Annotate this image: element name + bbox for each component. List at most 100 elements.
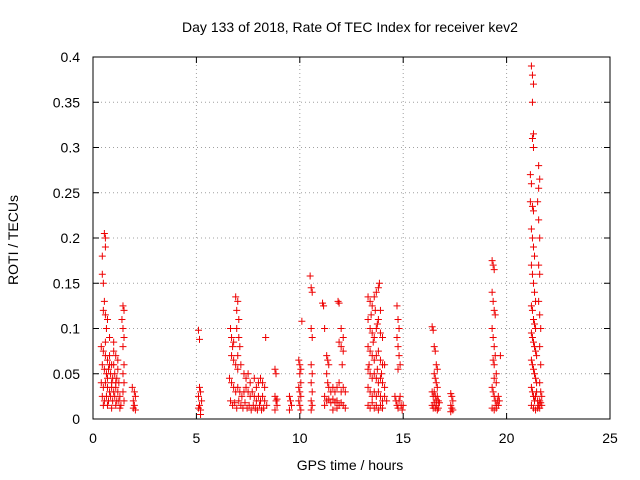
data-point <box>529 338 537 346</box>
y-tick-label: 0.3 <box>61 140 81 156</box>
data-point <box>196 335 204 343</box>
data-point <box>375 279 383 287</box>
data-point <box>321 325 329 332</box>
data-point <box>529 279 537 287</box>
data-point <box>120 306 128 314</box>
data-point <box>528 334 536 342</box>
data-point <box>234 365 242 373</box>
data-point <box>364 343 372 351</box>
axis-ticks <box>92 56 611 420</box>
data-point <box>489 388 497 396</box>
data-point <box>296 388 304 396</box>
data-point <box>535 216 543 224</box>
data-point <box>261 397 269 405</box>
data-point <box>527 329 535 337</box>
data-point <box>103 401 111 409</box>
data-point <box>489 297 497 305</box>
data-point <box>535 261 543 269</box>
data-point <box>111 370 119 378</box>
data-point <box>235 397 243 405</box>
data-point <box>227 325 235 332</box>
data-point <box>374 388 382 396</box>
data-point <box>371 306 379 314</box>
data-point <box>431 374 439 382</box>
data-point <box>324 379 332 387</box>
data-point <box>534 198 542 206</box>
data-point <box>396 392 404 400</box>
data-point <box>338 361 346 369</box>
data-point <box>376 356 384 364</box>
data-point <box>128 383 136 391</box>
data-point <box>307 361 315 369</box>
data-point <box>259 379 267 387</box>
data-point <box>120 361 128 369</box>
data-point <box>531 370 539 378</box>
data-point <box>111 392 119 400</box>
data-point <box>496 352 504 360</box>
data-point <box>197 410 205 418</box>
data-point <box>528 270 536 278</box>
data-point <box>370 334 378 342</box>
data-point <box>106 334 114 342</box>
data-point <box>248 388 256 396</box>
data-point <box>100 229 108 237</box>
data-point <box>527 225 535 233</box>
data-point <box>257 374 265 382</box>
data-point <box>529 80 537 88</box>
data-point <box>448 404 456 412</box>
data-point <box>490 343 498 351</box>
data-point <box>129 397 137 405</box>
data-point <box>373 320 381 328</box>
data-point <box>532 374 540 382</box>
data-point <box>295 383 303 391</box>
y-axis-label: ROTI / TECUs <box>5 195 21 285</box>
data-point <box>492 370 500 378</box>
data-point <box>398 406 406 414</box>
data-point <box>194 404 202 412</box>
data-point <box>307 406 315 414</box>
data-point <box>379 334 387 342</box>
data-point <box>341 404 349 412</box>
y-tick-label: 0.4 <box>61 49 81 65</box>
data-point <box>230 356 238 364</box>
data-point <box>341 388 349 396</box>
data-point <box>273 401 281 409</box>
data-point <box>494 392 502 400</box>
data-point <box>366 325 374 332</box>
data-point <box>379 379 387 387</box>
data-point <box>339 334 347 342</box>
data-point <box>531 252 539 260</box>
data-point <box>112 379 120 387</box>
data-point <box>228 334 236 342</box>
data-point <box>529 144 537 151</box>
data-point <box>532 347 540 355</box>
data-point <box>259 392 267 400</box>
data-point <box>448 392 456 400</box>
data-point <box>308 370 316 378</box>
data-point <box>324 356 332 364</box>
data-point <box>194 326 202 334</box>
data-point <box>103 315 111 323</box>
data-point <box>376 329 384 337</box>
data-point <box>394 365 402 373</box>
data-point <box>433 392 441 400</box>
data-point <box>433 383 441 391</box>
data-point <box>307 397 315 405</box>
data-point <box>529 365 537 373</box>
data-point <box>381 383 389 391</box>
data-point <box>228 379 236 387</box>
data-point <box>113 374 121 382</box>
data-point <box>537 388 545 396</box>
data-point <box>255 401 263 409</box>
data-point <box>531 288 539 296</box>
data-point <box>429 326 437 334</box>
data-point <box>364 365 372 373</box>
data-point <box>101 311 109 319</box>
data-point <box>527 180 535 188</box>
x-tick-label: 0 <box>89 430 97 446</box>
data-point <box>364 315 372 323</box>
data-point <box>102 325 110 332</box>
data-point <box>368 399 376 407</box>
data-point <box>333 404 341 412</box>
